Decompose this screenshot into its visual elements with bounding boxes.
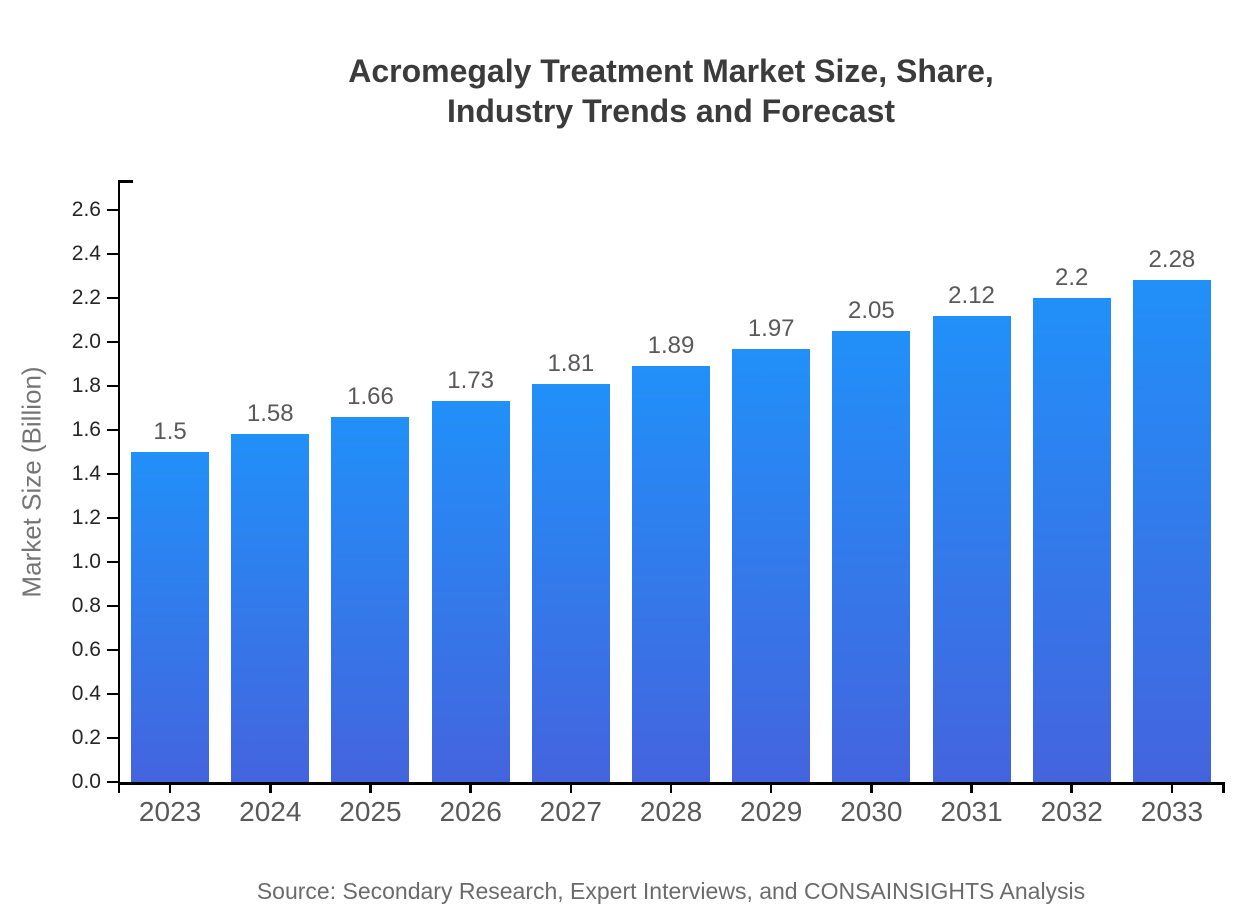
source-note: Source: Secondary Research, Expert Inter… <box>256 878 1086 904</box>
y-tick-label: 2.2 <box>71 286 101 309</box>
bar-value-label: 1.89 <box>647 332 695 360</box>
chart-title-line-1: Acromegaly Treatment Market Size, Share, <box>348 53 994 89</box>
bar-value-label: 1.58 <box>246 400 294 428</box>
x-tick-label: 2032 <box>1040 796 1103 827</box>
y-tick <box>107 560 118 564</box>
x-tick-label: 2029 <box>740 796 803 827</box>
bar-2029 <box>732 348 811 782</box>
bar-value-label: 2.2 <box>1055 264 1089 291</box>
x-tick <box>1170 782 1174 793</box>
y-axis-end-cap <box>117 180 133 183</box>
bar-2033 <box>1132 280 1211 782</box>
bar-2023 <box>131 452 210 782</box>
y-tick <box>107 648 118 652</box>
bar-2031 <box>932 315 1011 782</box>
bar-2028 <box>632 366 710 782</box>
y-tick <box>107 736 118 740</box>
y-tick-label: 0.6 <box>71 638 101 661</box>
y-tick <box>107 692 118 696</box>
bar-value-label: 1.73 <box>447 367 494 395</box>
x-tick-label: 2025 <box>339 796 402 827</box>
bar-value-label: 1.5 <box>153 418 187 445</box>
y-axis-label: Market Size (Billion) <box>16 366 47 598</box>
y-axis-line <box>117 180 120 793</box>
x-tick <box>269 782 272 793</box>
x-tick-label: 2023 <box>138 796 202 827</box>
y-tick <box>107 384 118 388</box>
x-tick-label: 2033 <box>1140 796 1204 827</box>
x-tick-label: 2028 <box>639 796 703 827</box>
x-tick <box>970 782 973 793</box>
bar-2025 <box>331 416 410 782</box>
bar-value-label: 2.28 <box>1148 246 1196 274</box>
bar-2026 <box>431 401 510 782</box>
plot-area: 0.0 0.2 0.4 0.6 0.8 1.0 1.2 1.4 1.6 1.8 2.0 2.2 2.4 2… <box>72 180 1225 827</box>
x-tick <box>469 782 472 793</box>
y-tick <box>107 252 118 256</box>
bar-2032 <box>1032 298 1111 782</box>
x-tick-label: 2031 <box>940 796 1003 827</box>
x-tick <box>1070 782 1073 793</box>
y-tick <box>107 428 118 432</box>
y-tick <box>107 296 118 300</box>
x-tick <box>769 782 773 793</box>
y-tick <box>107 472 118 476</box>
bar-value-label: 1.97 <box>747 314 795 342</box>
bar-value-label: 1.66 <box>347 382 394 410</box>
y-tick-label: 1.4 <box>71 462 101 485</box>
x-tick-label: 2024 <box>239 796 302 827</box>
x-tick-label: 2026 <box>439 796 502 827</box>
x-tick-label: 2030 <box>840 796 903 827</box>
bar-2027 <box>531 383 610 782</box>
y-tick-label: 2.6 <box>71 198 101 221</box>
bar-2024 <box>231 434 310 782</box>
y-tick-label: 1.0 <box>71 550 101 573</box>
y-tick <box>107 208 118 212</box>
x-tick <box>669 782 673 793</box>
y-tick-label: 0.8 <box>71 594 101 617</box>
x-tick <box>168 782 172 793</box>
bar-2030 <box>832 331 911 782</box>
chart-title-line-2: Industry Trends and Forecast <box>446 93 896 129</box>
bar-value-label: 1.81 <box>547 349 595 377</box>
y-tick-label: 2.0 <box>71 330 101 353</box>
y-tick-label: 0.0 <box>71 770 101 793</box>
x-axis-end-cap <box>1222 782 1225 793</box>
y-tick <box>107 780 118 784</box>
x-tick <box>369 782 372 793</box>
y-tick-label: 0.2 <box>71 726 101 749</box>
y-tick-label: 1.2 <box>71 506 101 529</box>
y-tick-label: 1.6 <box>71 418 101 441</box>
chart-title: Acromegaly Treatment Market Size, Share,… <box>120 51 1222 131</box>
y-tick <box>107 516 118 520</box>
bar-value-label: 2.12 <box>948 281 995 309</box>
x-tick <box>569 782 573 793</box>
bar-value-label: 2.05 <box>848 297 895 324</box>
x-tick <box>870 782 873 793</box>
y-tick <box>107 604 118 608</box>
y-tick-label: 0.4 <box>71 682 101 705</box>
y-tick-label: 1.8 <box>71 374 101 397</box>
x-tick-label: 2027 <box>539 796 602 827</box>
y-tick <box>107 340 118 344</box>
y-tick-label: 2.4 <box>71 242 101 265</box>
